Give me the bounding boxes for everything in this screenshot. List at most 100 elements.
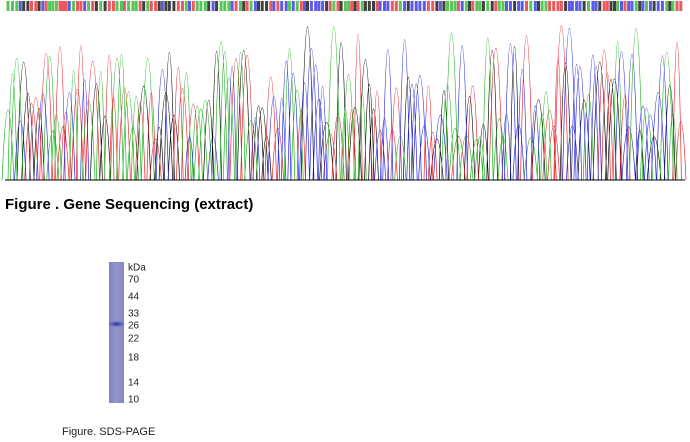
base-call	[613, 1, 616, 11]
base-call	[544, 1, 548, 11]
base-call	[591, 1, 595, 11]
base-call	[34, 1, 38, 11]
base-call	[343, 1, 347, 11]
base-call	[332, 1, 336, 11]
base-call	[295, 1, 299, 11]
base-call	[426, 1, 430, 11]
base-call	[471, 1, 475, 11]
base-call	[280, 1, 284, 11]
base-call	[127, 1, 130, 11]
base-call	[556, 1, 560, 11]
base-call	[288, 1, 291, 11]
base-call	[154, 1, 158, 11]
base-call	[181, 1, 184, 11]
base-call	[253, 1, 257, 11]
base-call	[656, 1, 660, 11]
base-call	[67, 1, 71, 11]
base-call	[410, 1, 414, 11]
base-call	[207, 1, 211, 11]
base-call	[131, 1, 135, 11]
base-call	[648, 1, 652, 11]
base-call	[211, 1, 215, 11]
base-call	[517, 1, 521, 11]
base-call	[120, 1, 123, 11]
base-call	[350, 1, 354, 11]
base-call	[490, 1, 494, 11]
base-call	[123, 1, 126, 11]
base-call	[623, 1, 627, 11]
base-call	[6, 1, 10, 11]
base-call	[219, 1, 223, 11]
base-call	[230, 1, 234, 11]
base-call	[660, 1, 664, 11]
base-call	[146, 1, 150, 11]
base-call	[630, 1, 634, 11]
base-call	[353, 1, 357, 11]
base-call	[184, 1, 188, 11]
base-call	[602, 1, 606, 11]
base-call	[497, 1, 501, 11]
base-call	[552, 1, 556, 11]
protein-band	[108, 321, 125, 327]
base-call	[48, 1, 52, 11]
base-call	[339, 1, 343, 11]
marker-label: 14	[128, 378, 140, 389]
base-call	[540, 1, 544, 11]
base-call	[199, 1, 203, 11]
base-call	[501, 1, 505, 11]
base-call	[494, 1, 498, 11]
base-call	[142, 1, 146, 11]
base-call	[157, 1, 161, 11]
base-call	[223, 1, 227, 11]
base-call	[18, 1, 22, 11]
base-call	[398, 1, 402, 11]
base-call	[176, 1, 180, 11]
base-call	[605, 1, 609, 11]
base-call	[570, 1, 574, 11]
base-call	[486, 1, 490, 11]
base-call	[548, 1, 552, 11]
base-call	[325, 1, 329, 11]
base-call	[314, 1, 318, 11]
base-call	[587, 1, 590, 11]
base-call	[406, 1, 410, 11]
base-call	[72, 1, 76, 11]
base-call	[431, 1, 435, 11]
base-call	[582, 1, 586, 11]
base-call	[627, 1, 631, 11]
base-call	[383, 1, 386, 11]
base-call	[529, 1, 533, 11]
base-call	[537, 1, 540, 11]
base-call	[195, 1, 199, 11]
base-call	[249, 1, 253, 11]
marker-labels: kDa 70 44 33 26 22 18 14 10	[128, 263, 146, 406]
base-call	[149, 1, 153, 11]
base-call	[87, 1, 91, 11]
base-call	[372, 1, 375, 11]
base-call	[172, 1, 176, 11]
base-call	[594, 1, 598, 11]
base-call	[203, 1, 207, 11]
base-call	[188, 1, 191, 11]
base-call	[403, 1, 407, 11]
trace	[14, 28, 669, 181]
base-call	[367, 1, 371, 11]
base-call	[15, 1, 19, 11]
base-call	[386, 1, 390, 11]
base-call	[291, 1, 295, 11]
base-call	[44, 1, 48, 11]
base-call	[299, 1, 303, 11]
base-call	[652, 1, 656, 11]
base-call	[394, 1, 398, 11]
base-call	[265, 1, 269, 11]
base-call	[442, 1, 446, 11]
base-call	[160, 1, 164, 11]
gel-lane	[109, 262, 124, 403]
trace	[1, 26, 678, 181]
base-call	[356, 1, 360, 11]
base-call	[83, 1, 87, 11]
base-call	[215, 1, 219, 11]
base-call	[99, 1, 103, 11]
